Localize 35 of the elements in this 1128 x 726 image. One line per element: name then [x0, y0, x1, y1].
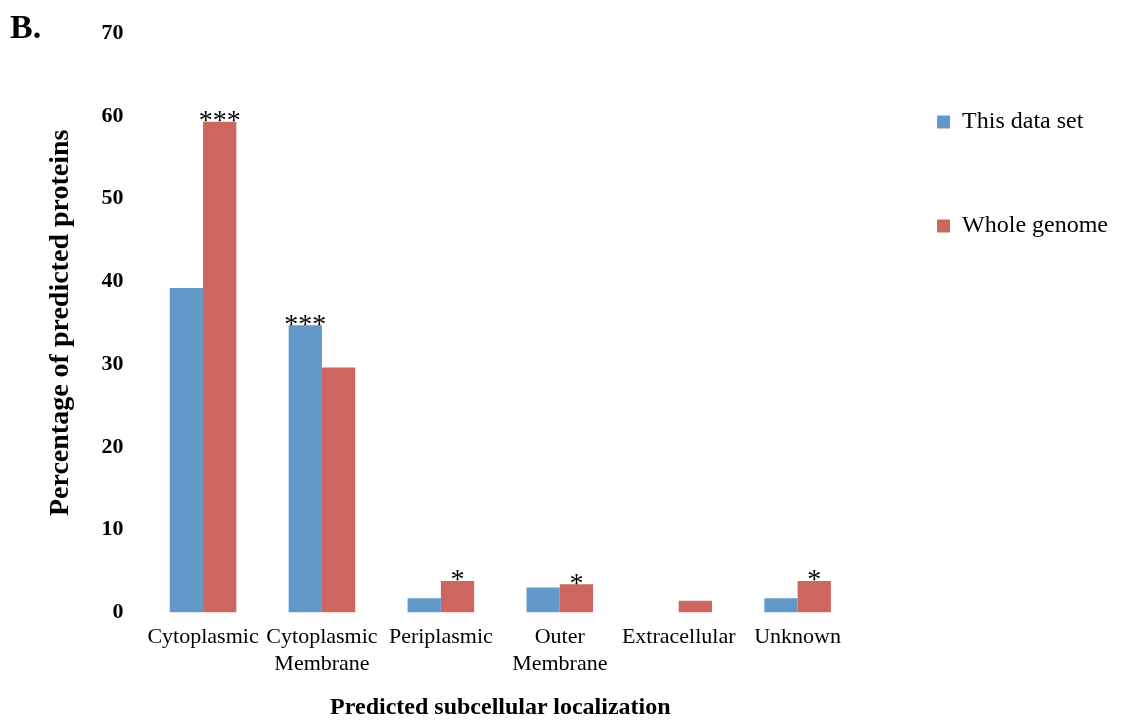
x-tick-label: Unknown	[754, 623, 841, 649]
x-tick-label: Cytoplasmic	[147, 623, 259, 649]
bar	[526, 587, 560, 613]
y-tick-label: 10	[101, 515, 124, 541]
bar	[321, 367, 356, 613]
bar	[203, 121, 237, 613]
y-tick-label: 20	[101, 432, 124, 458]
annotation: *	[569, 566, 584, 598]
bar	[764, 598, 798, 613]
bar	[678, 600, 712, 613]
y-tick-label: 0	[112, 598, 124, 624]
y-tick-label: 50	[101, 184, 124, 210]
bar	[559, 584, 594, 613]
legend-label: This data set	[962, 107, 1084, 134]
annotation: *	[807, 563, 822, 595]
y-tick-label: 40	[101, 267, 124, 293]
bar	[288, 325, 322, 613]
x-tick-label: Outer Membrane	[512, 623, 608, 675]
bar	[407, 598, 441, 613]
annotation: ***	[198, 104, 241, 136]
x-axis-title: Predicted subcellular localization	[330, 692, 671, 719]
y-tick-label: 60	[101, 101, 124, 127]
bar	[797, 580, 831, 613]
annotation: ***	[284, 307, 327, 339]
annotation: *	[450, 563, 465, 595]
x-tick-label: Cytoplasmic Membrane	[266, 623, 378, 675]
y-tick-label: 30	[101, 349, 124, 375]
x-tick-label: Periplasmic	[388, 623, 494, 649]
legend-label: Whole genome	[962, 211, 1109, 238]
y-tick-label: 70	[101, 18, 124, 44]
x-tick-label: Extracellular	[621, 623, 737, 649]
y-axis-title: Percentage of predicted proteins	[43, 129, 75, 517]
bar	[169, 288, 204, 613]
text: B.	[10, 8, 42, 46]
bar	[440, 580, 475, 613]
